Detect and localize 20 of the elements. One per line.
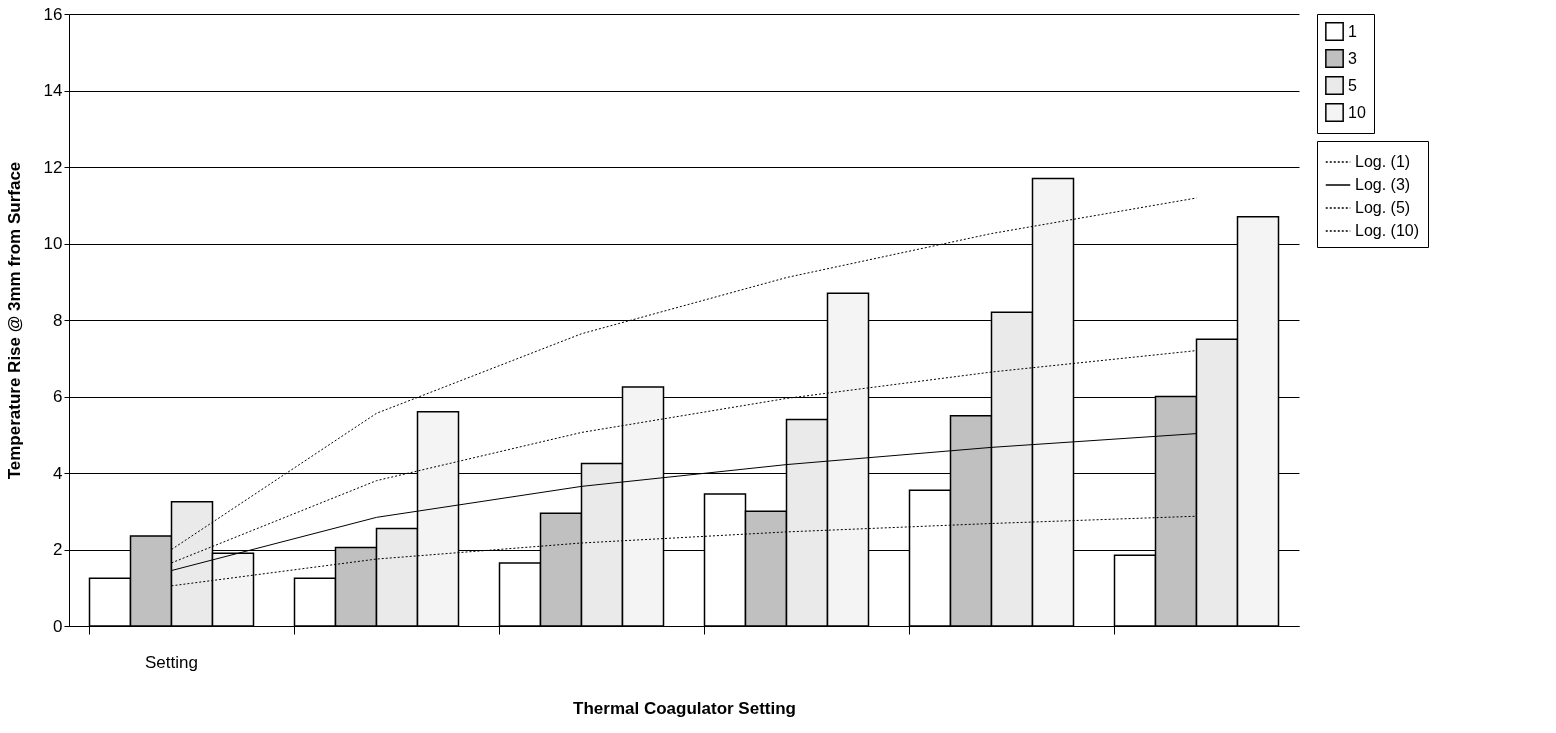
- legend-label: 3: [1348, 49, 1357, 67]
- legend-label: 1: [1348, 22, 1357, 40]
- y-tick-label: 8: [53, 310, 63, 330]
- legend-label: Log. (1): [1355, 153, 1411, 170]
- legend-label: Log. (5): [1355, 199, 1411, 216]
- legend-label: 5: [1348, 76, 1357, 94]
- y-tick-label: 14: [43, 81, 63, 100]
- x-tick-label: Setting: [145, 652, 198, 672]
- y-tick-label: 2: [53, 540, 63, 559]
- legend-label: 10: [1348, 103, 1366, 121]
- y-tick-label: 16: [43, 4, 63, 24]
- y-tick-label: 0: [53, 616, 63, 636]
- x-axis-title: Thermal Coagulator Setting: [573, 698, 796, 718]
- legend-label: Log. (3): [1355, 176, 1411, 193]
- y-tick-label: 4: [53, 463, 63, 483]
- y-axis-title: Temperature Rise @ 3mm from Surface: [4, 161, 24, 480]
- y-tick-label: 6: [53, 387, 63, 406]
- y-tick-label: 12: [43, 157, 63, 177]
- y-tick-label: 10: [43, 234, 63, 253]
- legend-label: Log. (10): [1355, 222, 1420, 239]
